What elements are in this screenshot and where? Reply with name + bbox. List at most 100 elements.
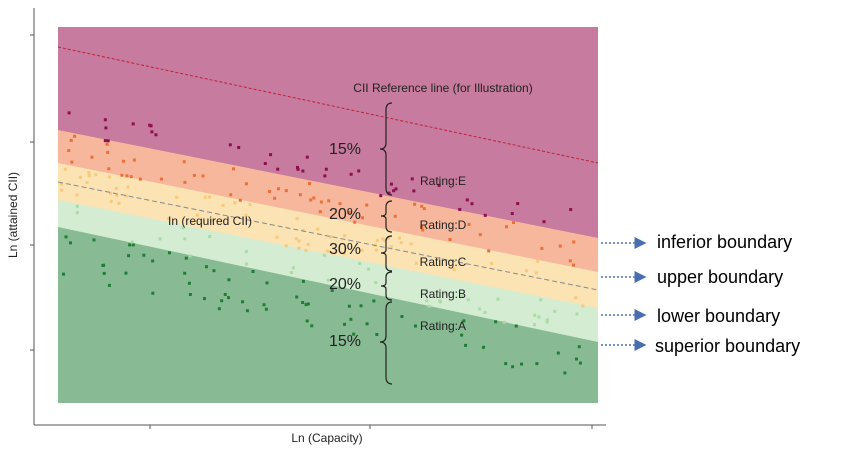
point: [534, 271, 538, 275]
point: [381, 237, 385, 241]
point: [301, 300, 305, 304]
point: [102, 271, 106, 275]
point: [425, 299, 429, 303]
point: [358, 261, 362, 265]
point: [106, 139, 110, 143]
point: [167, 217, 171, 221]
point: [556, 351, 560, 355]
point: [264, 307, 268, 311]
point: [409, 242, 413, 246]
point: [284, 189, 288, 193]
point: [107, 283, 111, 287]
point: [505, 225, 509, 229]
point: [184, 256, 188, 260]
point: [347, 304, 351, 308]
point: [124, 194, 128, 198]
point: [129, 175, 133, 179]
point: [297, 239, 301, 243]
point: [359, 304, 363, 308]
point: [188, 254, 192, 258]
point: [244, 182, 248, 186]
point: [226, 296, 230, 300]
point: [568, 259, 572, 263]
point: [245, 262, 249, 266]
point: [183, 271, 187, 275]
point: [90, 155, 94, 159]
point: [306, 243, 310, 247]
point: [310, 324, 314, 328]
point: [389, 182, 393, 186]
point: [563, 371, 567, 375]
reference-line: [58, 46, 598, 164]
point: [312, 196, 316, 200]
point: [298, 193, 302, 197]
point: [524, 269, 528, 273]
labels: Rating:E Rating:D Rating:C Rating:B Rating:A…: [329, 141, 800, 356]
point: [360, 248, 364, 252]
point: [536, 259, 540, 263]
point: [150, 130, 154, 134]
point: [478, 307, 482, 311]
point: [301, 228, 305, 232]
point: [64, 235, 68, 239]
point: [329, 235, 333, 239]
point: [70, 160, 74, 164]
point: [296, 167, 300, 171]
point: [462, 319, 466, 323]
point: [121, 159, 125, 163]
point: [63, 167, 67, 171]
percentage-label: 20%: [329, 276, 361, 293]
point: [138, 177, 142, 181]
point: [105, 142, 109, 146]
point: [466, 298, 470, 302]
point: [142, 253, 146, 257]
point: [316, 227, 320, 231]
boundary-label: superior boundary: [655, 336, 800, 356]
point: [414, 261, 418, 265]
point: [349, 317, 353, 321]
point: [323, 174, 327, 178]
point: [276, 167, 280, 171]
point: [319, 200, 323, 204]
point: [383, 238, 387, 242]
point: [149, 124, 153, 128]
point: [444, 291, 448, 295]
point: [60, 182, 64, 186]
point: [374, 248, 378, 252]
rating-label: Rating:E: [420, 174, 466, 188]
rating-label: Rating:C: [420, 255, 467, 269]
percentage-label: 15%: [329, 333, 361, 350]
point: [465, 198, 469, 202]
point: [268, 189, 272, 193]
point: [520, 362, 524, 366]
point: [305, 319, 309, 323]
point: [295, 165, 299, 169]
point: [75, 204, 79, 208]
x-axis-label: Ln (Capacity): [291, 431, 362, 445]
point: [438, 299, 442, 303]
point: [109, 191, 113, 195]
point: [539, 298, 543, 302]
point: [244, 213, 248, 217]
point: [291, 266, 295, 270]
rating-label: Rating:A: [420, 319, 466, 333]
point: [301, 279, 305, 283]
point: [62, 272, 66, 276]
point: [558, 244, 562, 248]
point: [397, 236, 401, 240]
point: [326, 278, 330, 282]
point: [460, 294, 464, 298]
point: [581, 304, 585, 308]
point: [132, 158, 136, 162]
point: [343, 322, 347, 326]
point: [262, 303, 266, 307]
point: [322, 253, 326, 257]
point: [217, 307, 221, 311]
point: [273, 196, 277, 200]
point: [125, 174, 129, 178]
point: [67, 111, 71, 115]
point: [389, 245, 393, 249]
point: [265, 281, 269, 285]
point: [448, 237, 452, 241]
point: [60, 188, 64, 192]
